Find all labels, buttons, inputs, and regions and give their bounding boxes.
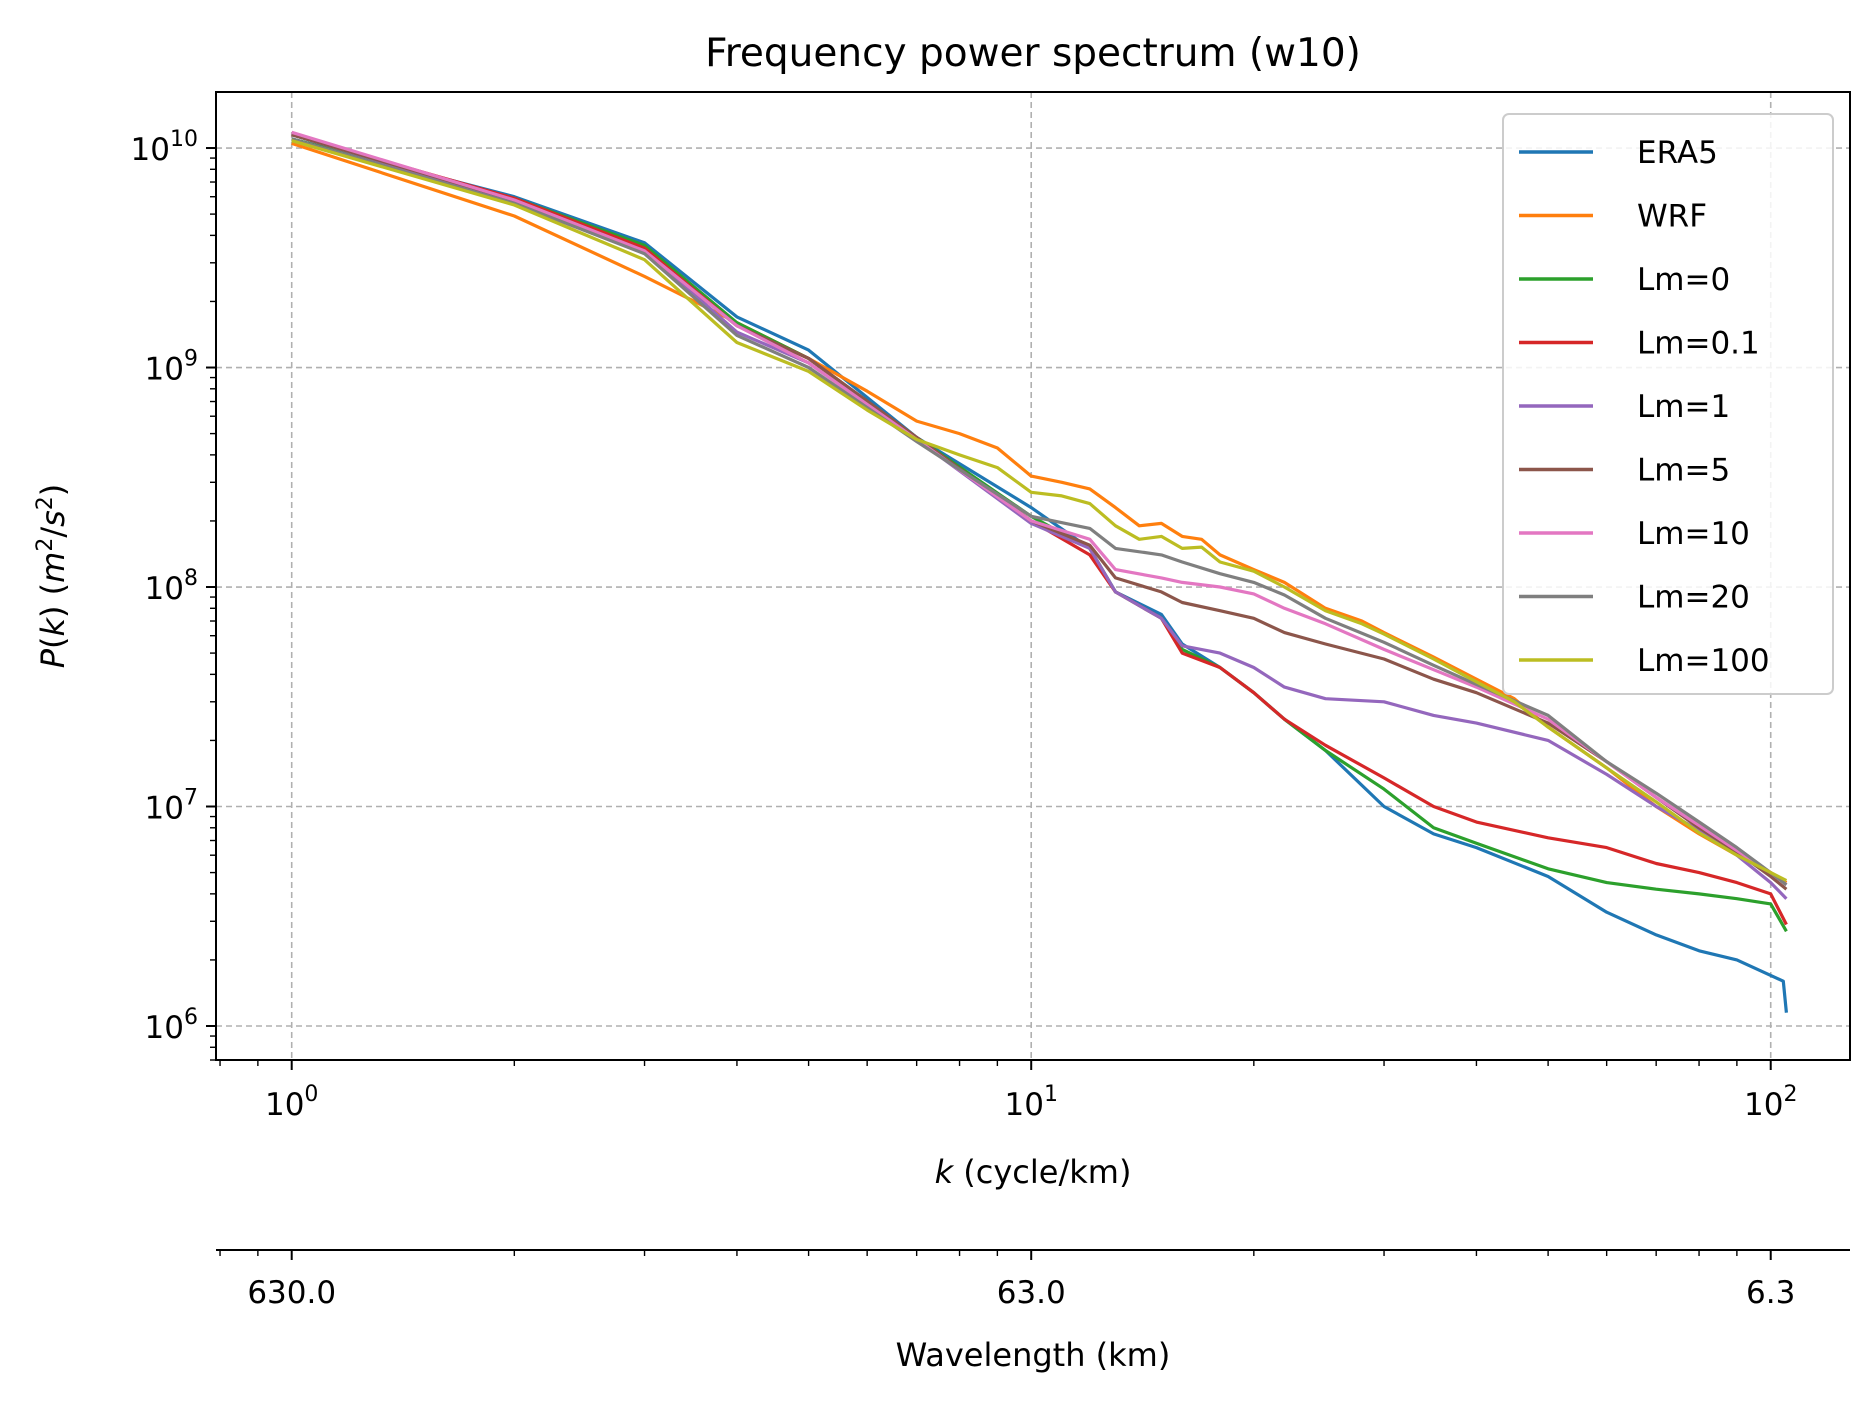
legend-label: Lm=10	[1637, 516, 1750, 552]
y-tick-label: 106	[145, 1005, 198, 1046]
legend-label: Lm=20	[1637, 580, 1750, 616]
y-tick-label: 1010	[131, 127, 198, 168]
secondary-x-tick-label: 63.0	[997, 1275, 1066, 1311]
x-tick-label-base: 10	[265, 1087, 304, 1123]
plot-frame	[215, 91, 1851, 1061]
legend-label: Lm=0	[1637, 262, 1730, 298]
x-ticks: 100 101 102	[265, 1060, 1797, 1123]
x-axis-label: k (cycle/km)	[935, 1153, 1132, 1191]
series-line-lm-100	[291, 139, 1788, 882]
x-tick-label-exponent: 0	[304, 1082, 318, 1107]
x-tick-label: 101	[1004, 1082, 1057, 1123]
secondary-x-ticks: 630.0 63.0 6.3	[247, 1250, 1795, 1311]
y-tick-label: 108	[145, 566, 198, 607]
secondary-x-tick-label: 630.0	[247, 1275, 336, 1311]
x-tick-label-base: 10	[1004, 1087, 1043, 1123]
y-tick-label-exponent: 8	[184, 566, 198, 591]
legend-label: Lm=100	[1637, 643, 1770, 679]
x-tick-label: 100	[265, 1082, 318, 1123]
secondary-x-tick-label: 6.3	[1746, 1275, 1795, 1311]
y-tick-label: 107	[145, 786, 198, 827]
chart-title: Frequency power spectrum (w10)	[705, 31, 1361, 76]
series-line-lm-20	[291, 137, 1788, 887]
legend-label: Lm=0.1	[1637, 326, 1760, 362]
series-lines	[291, 130, 1788, 1013]
y-tick-label-base: 10	[131, 132, 170, 168]
x-tick-label-exponent: 2	[1783, 1082, 1797, 1107]
y-tick-label-base: 10	[145, 352, 184, 388]
y-tick-label-exponent: 6	[184, 1005, 198, 1030]
y-tick-label-base: 10	[145, 1010, 184, 1046]
secondary-x-axis-label: Wavelength (km)	[896, 1336, 1171, 1374]
legend-label: Lm=5	[1637, 453, 1730, 489]
y-tick-label-exponent: 7	[184, 786, 198, 811]
x-tick-label-exponent: 1	[1044, 1082, 1058, 1107]
y-tick-label-exponent: 9	[184, 347, 198, 372]
legend-label: Lm=1	[1637, 389, 1730, 425]
y-axis-label: P(k) (m2/s2)	[33, 484, 72, 669]
legend: ERA5 WRF Lm=0 Lm=0.1 Lm=1 Lm=5 Lm=10 Lm=20 Lm=10…	[1502, 113, 1834, 695]
y-tick-label-base: 10	[145, 791, 184, 827]
x-tick-label: 102	[1744, 1082, 1797, 1123]
series-line-lm-10	[291, 130, 1788, 887]
legend-label: WRF	[1637, 199, 1707, 235]
y-tick-label: 109	[145, 347, 198, 388]
y-tick-label-base: 10	[145, 571, 184, 607]
legend-label: ERA5	[1637, 135, 1718, 171]
y-tick-label-exponent: 10	[170, 127, 198, 152]
legend-box	[1502, 113, 1834, 695]
x-tick-label-base: 10	[1744, 1087, 1783, 1123]
